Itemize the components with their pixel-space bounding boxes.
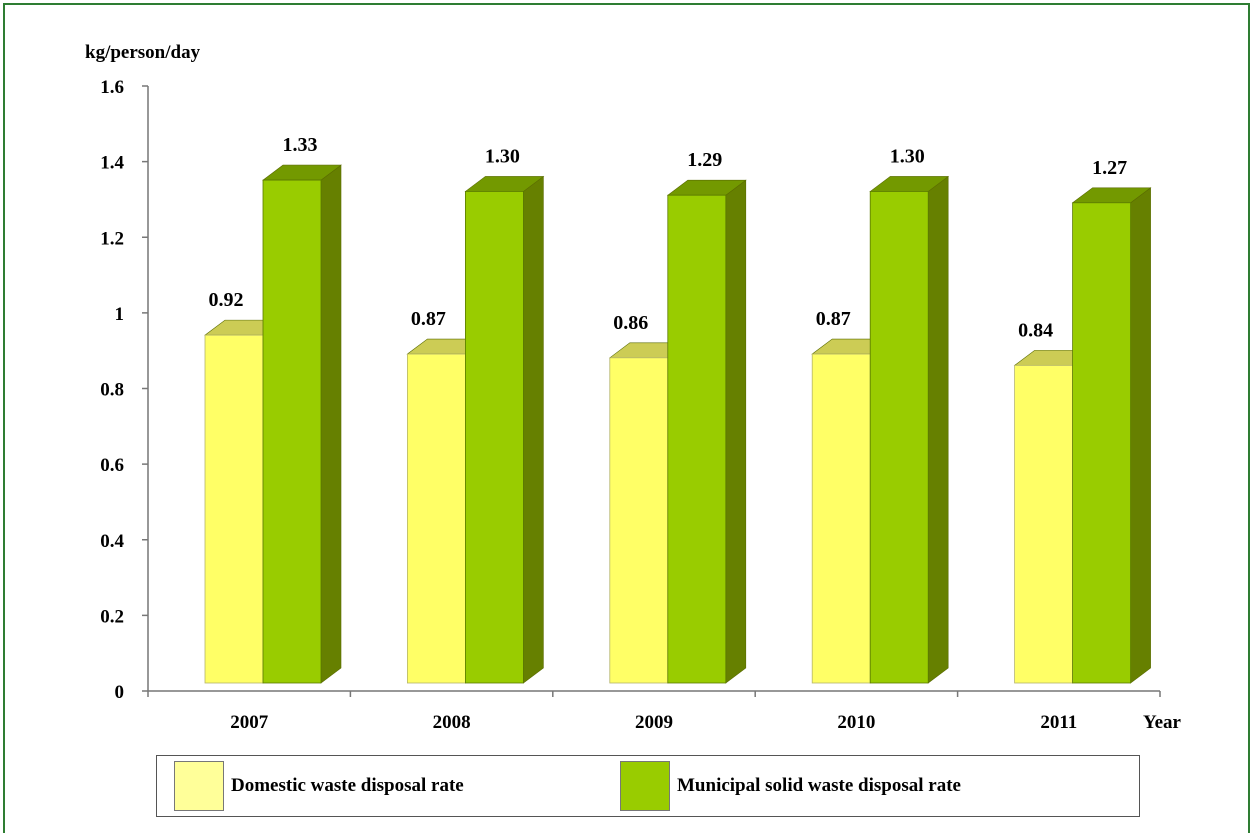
- data-label-domestic-2010: 0.87: [816, 308, 851, 330]
- y-tick-label: 1.4: [100, 153, 124, 174]
- bar-domestic-2008: [406, 353, 466, 684]
- bar-domestic-2011: [1014, 364, 1073, 684]
- bar-municipal-2010: [869, 191, 929, 684]
- data-label-municipal-2011: 1.27: [1092, 157, 1127, 179]
- legend-swatch-domestic: [174, 761, 224, 811]
- x-tick-label: 2011: [1040, 712, 1077, 733]
- y-tick-label: 0: [115, 682, 125, 703]
- data-label-domestic-2011: 0.84: [1018, 319, 1053, 341]
- legend-item-municipal: Municipal solid waste disposal rate: [620, 756, 961, 816]
- data-label-municipal-2007: 1.33: [283, 134, 318, 156]
- y-tick-label: 0.8: [100, 380, 124, 401]
- bar-side-municipal-2008: [523, 175, 544, 684]
- bar-municipal-2007: [262, 179, 322, 684]
- legend-label-domestic: Domestic waste disposal rate: [231, 775, 464, 796]
- x-ticks: 2007 2008 2009 2010 2011: [147, 691, 1161, 733]
- data-label-domestic-2008: 0.87: [411, 308, 446, 330]
- bars: [204, 164, 1152, 684]
- y-tick-label: 0.4: [100, 531, 124, 552]
- data-label-domestic-2007: 0.92: [209, 289, 244, 311]
- bar-domestic-2010: [811, 353, 871, 684]
- bar-side-municipal-2011: [1130, 187, 1151, 684]
- y-tick-label: 0.2: [100, 606, 124, 627]
- legend-label-municipal: Municipal solid waste disposal rate: [677, 775, 961, 796]
- data-label-municipal-2008: 1.30: [485, 145, 520, 167]
- legend-item-domestic: Domestic waste disposal rate: [174, 756, 464, 816]
- data-label-municipal-2009: 1.29: [687, 149, 722, 171]
- x-tick-label: 2010: [837, 712, 875, 733]
- bar-chart: kg/person/day Year 0 0.2 0.4 0.6 0.8 1 1.2 1.4 1…: [85, 42, 1182, 733]
- x-tick-label: 2008: [433, 712, 471, 733]
- y-tick-label: 0.6: [100, 455, 124, 476]
- y-tick-label: 1.2: [100, 228, 124, 249]
- bar-municipal-2011: [1072, 202, 1131, 684]
- bar-side-municipal-2010: [927, 175, 949, 684]
- y-tick-label: 1: [115, 304, 125, 325]
- legend: Domestic waste disposal rate Municipal s…: [156, 755, 1140, 817]
- bar-side-municipal-2009: [725, 179, 747, 684]
- bar-side-municipal-2007: [320, 164, 342, 684]
- data-label-municipal-2010: 1.30: [890, 145, 925, 167]
- bar-domestic-2007: [204, 334, 264, 684]
- y-axis-title: kg/person/day: [85, 42, 201, 63]
- x-axis-title: Year: [1143, 712, 1182, 733]
- bar-municipal-2009: [667, 194, 727, 684]
- data-labels: 0.92 1.33 0.87 1.30 0.86 1.29 0.87 1.30 0.84 1.27: [209, 134, 1128, 341]
- bar-domestic-2009: [609, 357, 669, 684]
- x-tick-label: 2007: [230, 712, 269, 733]
- legend-swatch-municipal: [620, 761, 670, 811]
- y-tick-label: 1.6: [100, 77, 124, 98]
- bar-municipal-2008: [464, 191, 524, 684]
- x-tick-label: 2009: [635, 712, 673, 733]
- y-ticks: 0 0.2 0.4 0.6 0.8 1 1.2 1.4 1.6: [100, 77, 148, 703]
- chart-frame: [3, 3, 1250, 833]
- data-label-domestic-2009: 0.86: [613, 312, 648, 334]
